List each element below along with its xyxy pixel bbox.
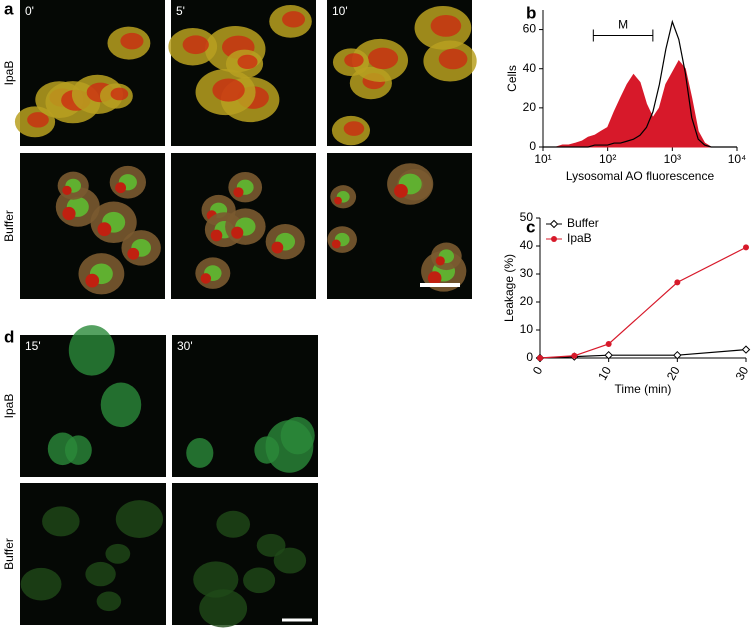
cell xyxy=(115,500,164,538)
cell xyxy=(68,325,115,376)
cell xyxy=(193,561,239,598)
row-label: Buffer xyxy=(2,210,16,242)
cell-vesicles xyxy=(210,229,223,242)
y-tick-label: 0 xyxy=(526,350,533,364)
x-tick-label: 0 xyxy=(530,364,546,377)
histogram-area xyxy=(543,60,737,148)
data-point xyxy=(673,350,682,360)
data-point xyxy=(604,350,613,360)
x-tick-label: 10¹ xyxy=(534,152,551,166)
row-label: Buffer xyxy=(2,538,16,570)
y-tick-label: 40 xyxy=(520,238,534,252)
cell-vesicles xyxy=(331,239,341,249)
series-line xyxy=(539,246,747,359)
legend-label: IpaB xyxy=(567,231,592,245)
cell-vesicles xyxy=(271,241,284,254)
histogram-outline xyxy=(543,19,737,148)
y-tick-label: 40 xyxy=(523,61,537,75)
y-axis-label: Cells xyxy=(505,65,519,92)
cell-vesicles xyxy=(435,256,445,266)
legend-marker xyxy=(549,219,559,229)
data-point xyxy=(605,341,612,347)
cell xyxy=(199,589,248,628)
cell-vesicles xyxy=(212,78,245,102)
y-tick-label: 60 xyxy=(523,22,537,36)
cell xyxy=(273,547,307,574)
cell xyxy=(42,506,80,537)
cell-vesicles xyxy=(115,182,127,194)
cell-vesicles xyxy=(427,271,442,285)
x-tick-label: 20 xyxy=(664,364,683,383)
cell-vesicles xyxy=(62,206,76,221)
cell-vesicles xyxy=(282,11,306,28)
gate-bracket xyxy=(592,29,654,42)
cell-vesicles xyxy=(85,273,100,288)
cell xyxy=(243,567,276,594)
cell-vesicles xyxy=(120,32,144,50)
legend-marker xyxy=(551,236,557,242)
cell-vesicles xyxy=(127,247,140,260)
x-tick-label: 30 xyxy=(733,364,752,383)
cell-vesicles xyxy=(367,47,399,70)
cell-vesicles xyxy=(110,87,129,101)
y-tick-label: 10 xyxy=(520,322,534,336)
x-axis-label: Lysosomal AO fluorescence xyxy=(566,169,715,183)
data-point xyxy=(743,244,749,251)
cell-vesicles xyxy=(231,226,244,239)
cell xyxy=(96,591,122,612)
cell-vesicles xyxy=(200,273,212,284)
cell-vesicles xyxy=(334,196,342,205)
data-point xyxy=(537,355,543,361)
cell xyxy=(85,561,116,587)
cell-vesicles xyxy=(97,222,112,237)
cell xyxy=(280,416,315,455)
panel-label: a xyxy=(4,0,14,18)
panel-label: c xyxy=(526,217,535,236)
cell-vesicles xyxy=(27,112,49,128)
cell xyxy=(256,533,286,557)
cell xyxy=(20,567,62,601)
time-label: 10' xyxy=(332,4,348,18)
x-tick-label: 10 xyxy=(595,364,614,383)
panel-label: b xyxy=(526,3,536,22)
data-point xyxy=(674,279,681,286)
cell-vesicles xyxy=(233,187,244,198)
x-axis-label: Time (min) xyxy=(615,382,672,396)
panel-label: d xyxy=(4,327,14,346)
data-point xyxy=(741,345,751,354)
time-label: 30' xyxy=(177,339,193,353)
y-tick-label: 50 xyxy=(520,210,534,224)
y-tick-label: 30 xyxy=(520,266,534,280)
time-label: 15' xyxy=(25,339,41,353)
y-tick-label: 0 xyxy=(529,139,536,153)
y-axis-label: Leakage (%) xyxy=(502,254,516,322)
x-tick-label: 10² xyxy=(599,152,616,166)
y-tick-label: 20 xyxy=(520,294,534,308)
cell-vesicles xyxy=(237,54,258,70)
cell-vesicles xyxy=(438,48,468,70)
cell xyxy=(186,438,214,468)
time-label: 0' xyxy=(25,4,34,18)
cell xyxy=(64,435,92,465)
cell xyxy=(216,510,251,538)
x-tick-label: 10³ xyxy=(664,152,681,166)
y-tick-label: 20 xyxy=(523,100,537,114)
cell xyxy=(105,543,131,564)
row-label: IpaB xyxy=(2,61,16,86)
cell-vesicles xyxy=(343,121,365,136)
cell-vesicles xyxy=(394,183,408,198)
gate-label: M xyxy=(618,18,628,32)
legend-label: Buffer xyxy=(567,216,599,230)
x-tick-label: 10⁴ xyxy=(728,152,747,166)
cell xyxy=(100,382,142,428)
cell-vesicles xyxy=(182,35,209,55)
cell-vesicles xyxy=(344,53,364,68)
row-label: IpaB xyxy=(2,394,16,419)
time-label: 5' xyxy=(176,4,185,18)
data-point xyxy=(571,352,578,359)
cell-vesicles xyxy=(430,14,462,37)
cell-vesicles xyxy=(62,185,72,196)
